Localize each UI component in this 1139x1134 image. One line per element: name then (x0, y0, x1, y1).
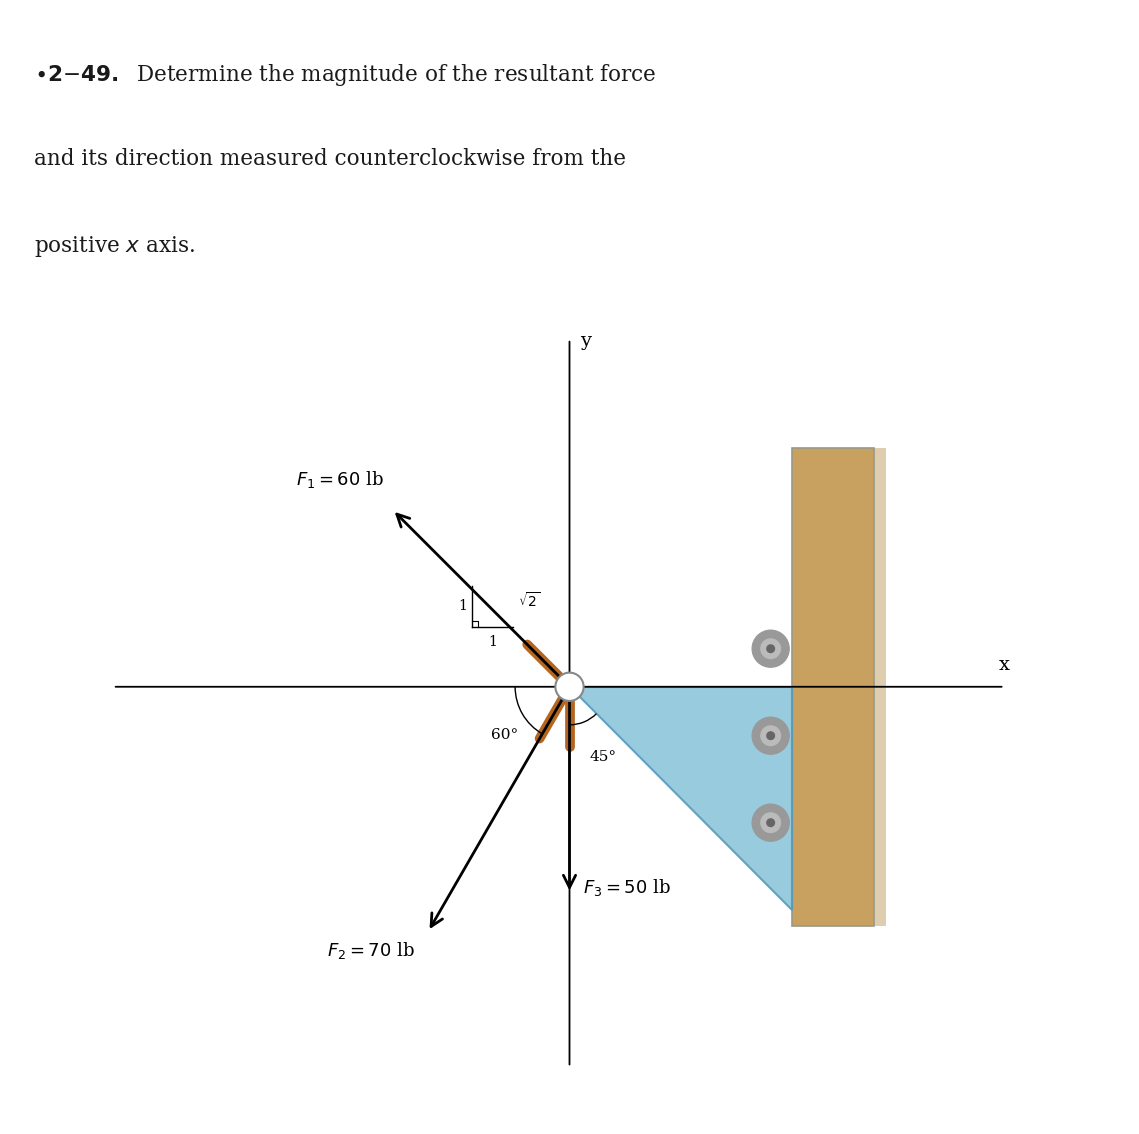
Text: x: x (999, 655, 1010, 674)
Circle shape (767, 731, 775, 739)
Circle shape (752, 631, 789, 667)
Text: $F_3 = 50$ lb: $F_3 = 50$ lb (582, 878, 671, 898)
Text: y: y (581, 331, 591, 349)
Circle shape (752, 717, 789, 754)
Circle shape (767, 645, 775, 652)
Text: $\sqrt{2}$: $\sqrt{2}$ (518, 592, 541, 610)
Text: $F_2 = 70$ lb: $F_2 = 70$ lb (327, 940, 415, 962)
Circle shape (761, 813, 780, 832)
Text: 60°: 60° (491, 728, 518, 742)
Circle shape (767, 819, 775, 827)
Circle shape (752, 804, 789, 841)
Text: 1: 1 (487, 635, 497, 649)
Text: and its direction measured counterclockwise from the: and its direction measured counterclockw… (34, 147, 626, 170)
Circle shape (761, 726, 780, 745)
Text: $F_1 = 60$ lb: $F_1 = 60$ lb (296, 469, 384, 490)
Circle shape (761, 638, 780, 659)
Bar (842, 448, 886, 926)
Text: 45°: 45° (589, 750, 616, 763)
Bar (793, 448, 874, 926)
Polygon shape (570, 687, 793, 909)
Text: 1: 1 (458, 599, 467, 613)
Text: positive $x$ axis.: positive $x$ axis. (34, 234, 195, 259)
Text: $\bullet$$\mathbf{2}$$-$$\mathbf{49.}$  Determine the magnitude of the resultant: $\bullet$$\mathbf{2}$$-$$\mathbf{49.}$ D… (34, 62, 656, 87)
Circle shape (556, 672, 583, 701)
